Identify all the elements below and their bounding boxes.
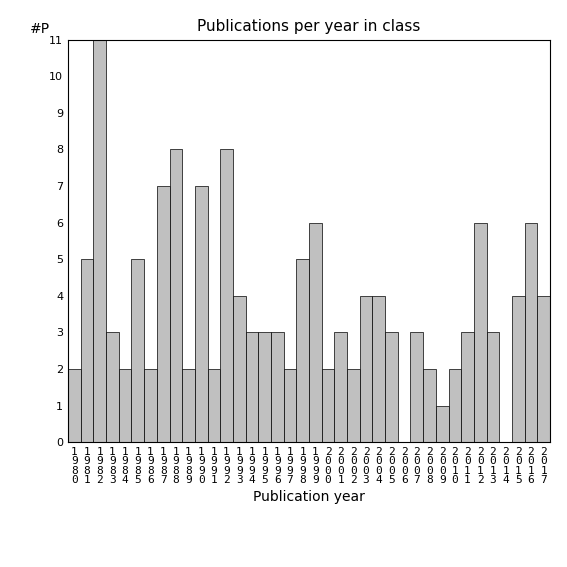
Bar xyxy=(411,332,423,442)
Bar xyxy=(335,332,347,442)
Bar xyxy=(538,296,550,442)
Bar xyxy=(448,369,461,442)
Bar xyxy=(195,186,208,442)
Bar xyxy=(94,40,106,442)
Bar xyxy=(208,369,220,442)
Bar xyxy=(423,369,436,442)
Bar xyxy=(297,259,309,442)
Bar xyxy=(170,150,182,442)
Bar xyxy=(119,369,132,442)
Bar xyxy=(321,369,335,442)
Bar xyxy=(512,296,524,442)
Bar xyxy=(157,186,170,442)
Bar xyxy=(284,369,297,442)
Bar xyxy=(81,259,94,442)
Bar xyxy=(385,332,398,442)
Bar xyxy=(347,369,359,442)
Bar xyxy=(271,332,284,442)
Bar xyxy=(132,259,144,442)
Bar xyxy=(524,223,538,442)
Bar xyxy=(259,332,271,442)
X-axis label: Publication year: Publication year xyxy=(253,490,365,504)
Bar xyxy=(233,296,246,442)
Bar xyxy=(182,369,195,442)
Bar xyxy=(144,369,157,442)
Bar xyxy=(106,332,119,442)
Bar xyxy=(474,223,486,442)
Bar xyxy=(436,405,448,442)
Title: Publications per year in class: Publications per year in class xyxy=(197,19,421,35)
Bar xyxy=(486,332,500,442)
Bar xyxy=(461,332,474,442)
Bar xyxy=(373,296,385,442)
Bar xyxy=(246,332,259,442)
Bar xyxy=(220,150,233,442)
Bar xyxy=(309,223,321,442)
Text: #P: #P xyxy=(29,22,49,36)
Bar xyxy=(359,296,373,442)
Bar xyxy=(68,369,81,442)
